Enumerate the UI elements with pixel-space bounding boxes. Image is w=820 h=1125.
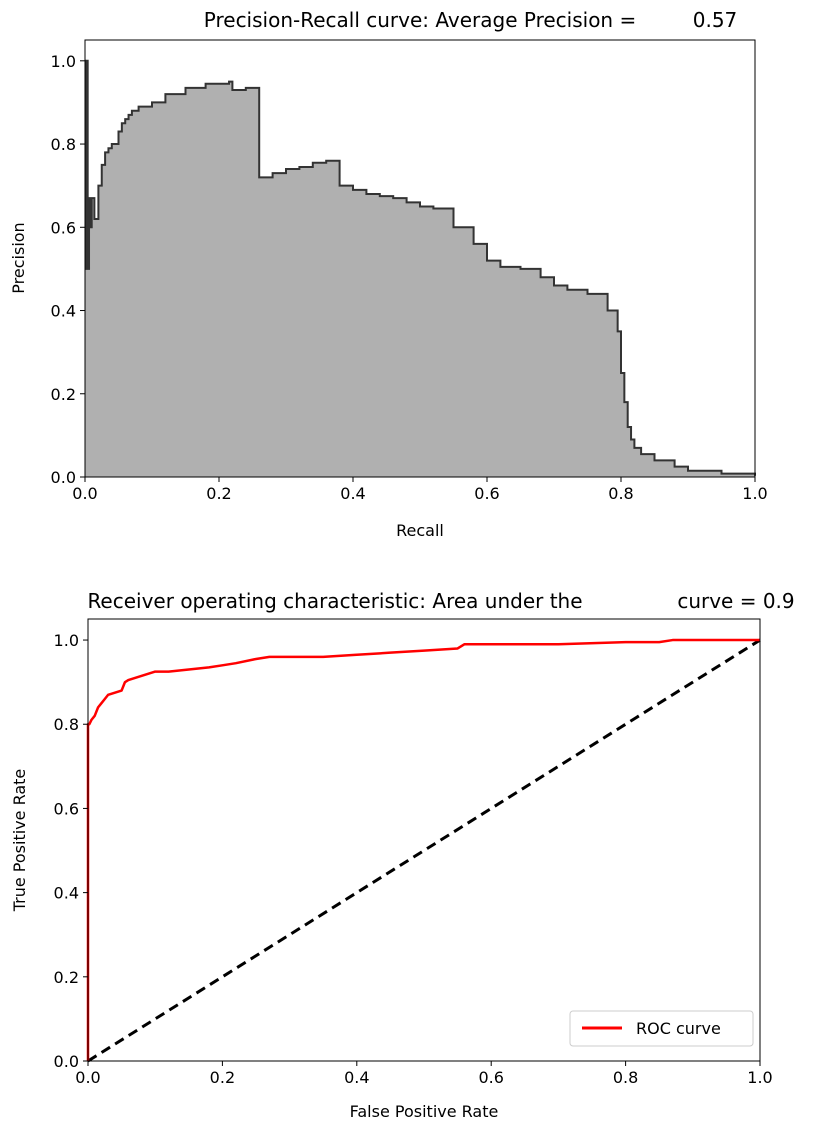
pr-x-tick-label: 0.6 (474, 484, 499, 503)
pr-y-axis-label: Precision (9, 222, 28, 293)
roc-y-tick-label: 0.4 (54, 884, 79, 903)
pr-y-tick-label: 0.8 (51, 135, 76, 154)
pr-x-tick-label: 0.2 (206, 484, 231, 503)
roc-x-tick-label: 0.8 (613, 1068, 638, 1087)
roc-chance-line (87, 638, 761, 1063)
pr-y-tick-label: 0.6 (51, 218, 76, 237)
roc-legend: ROC curve (569, 1010, 754, 1047)
pr-plot-area (85, 59, 756, 478)
roc-chart-title: Receiver operating characteristic: Area … (87, 589, 582, 613)
pr-x-tick-label: 1.0 (742, 484, 767, 503)
precision-recall-chart: Precision-Recall curve: Average Precisio… (9, 8, 768, 540)
roc-plot-area (86, 638, 761, 1063)
roc-y-tick-label: 0.6 (54, 799, 79, 818)
pr-x-tick-label: 0.0 (72, 484, 97, 503)
pr-y-axis-ticks: 0.0 0.2 0.4 0.6 0.8 1.0 (51, 52, 85, 487)
roc-y-tick-label: 0.2 (54, 968, 79, 987)
pr-y-tick-label: 0.4 (51, 302, 76, 321)
pr-y-tick-label: 0.0 (51, 468, 76, 487)
pr-chart-title: Precision-Recall curve: Average Precisio… (204, 8, 636, 32)
roc-chart: Receiver operating characteristic: Area … (10, 589, 795, 1121)
roc-y-tick-label: 1.0 (54, 631, 79, 650)
roc-y-tick-label: 0.8 (54, 715, 79, 734)
pr-x-tick-label: 0.8 (608, 484, 633, 503)
roc-x-tick-label: 0.4 (344, 1068, 369, 1087)
roc-x-tick-label: 0.2 (210, 1068, 235, 1087)
pr-chart-title-value: 0.57 (693, 8, 738, 32)
roc-x-tick-label: 0.0 (75, 1068, 100, 1087)
roc-x-axis-label: False Positive Rate (350, 1102, 499, 1121)
pr-y-tick-label: 1.0 (51, 52, 76, 71)
legend-roc-label: ROC curve (636, 1019, 721, 1038)
legend-box (569, 1010, 754, 1047)
roc-y-tick-label: 0.0 (54, 1052, 79, 1071)
pr-x-tick-label: 0.4 (340, 484, 365, 503)
roc-axes-frame (87, 618, 761, 1062)
roc-y-axis-ticks: 0.0 0.2 0.4 0.6 0.8 1.0 (54, 631, 88, 1071)
pr-y-tick-label: 0.2 (51, 385, 76, 404)
roc-chart-title-value: curve = 0.9 (677, 589, 794, 613)
roc-x-axis-ticks: 0.0 0.2 0.4 0.6 0.8 1.0 (75, 1061, 773, 1087)
roc-x-tick-label: 0.6 (478, 1068, 503, 1087)
pr-area-fill (85, 60, 755, 478)
pr-step-line (85, 59, 756, 476)
pr-x-axis-label: Recall (396, 521, 444, 540)
pr-x-axis-ticks: 0.0 0.2 0.4 0.6 0.8 1.0 (72, 477, 768, 503)
roc-curve-line (86, 638, 760, 1061)
roc-x-tick-label: 1.0 (747, 1068, 772, 1087)
pr-axes-frame (84, 39, 756, 478)
roc-y-axis-label: True Positive Rate (10, 769, 29, 913)
